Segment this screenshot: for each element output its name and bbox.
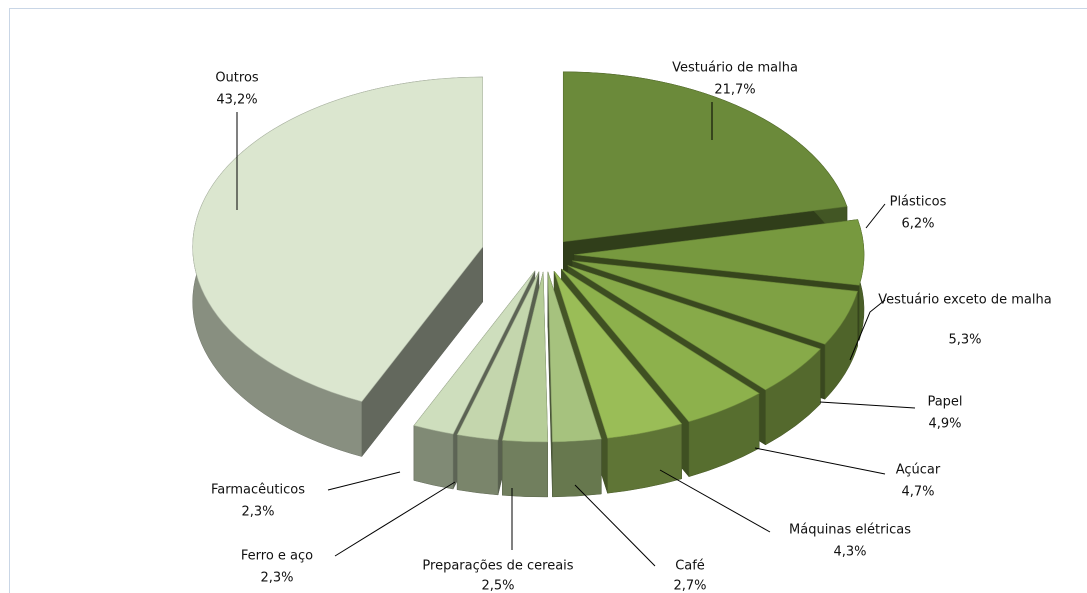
slice-top	[562, 71, 848, 243]
slice-value-label: 6,2%	[901, 217, 934, 232]
slice-label: Farmacêuticos	[211, 483, 305, 498]
slice-wall	[413, 425, 454, 490]
leader-line	[849, 299, 886, 361]
leader-line	[659, 469, 771, 533]
slice-value-label: 43,2%	[216, 93, 257, 108]
slice-value-label: 5,3%	[948, 333, 981, 348]
slice-top	[561, 268, 760, 423]
leader-line	[865, 203, 886, 229]
slice-value-label: 4,9%	[928, 417, 961, 432]
slice-value-label: 2,7%	[673, 579, 706, 593]
slice	[547, 271, 602, 498]
slice-label: Açúcar	[896, 463, 941, 478]
slice-label: Vestuário de malha	[672, 61, 798, 76]
slice-top	[567, 265, 821, 391]
slice-value-label: 2,5%	[481, 579, 514, 593]
slice-top	[547, 271, 602, 443]
slice-value-label: 2,3%	[260, 571, 293, 586]
slice-value-label: 4,3%	[833, 545, 866, 560]
leader-line	[819, 401, 916, 409]
slice-top	[573, 219, 865, 286]
slice-value-label: 4,7%	[901, 485, 934, 500]
slice-label: Café	[675, 559, 705, 574]
slice-label: Plásticos	[890, 195, 947, 210]
pie	[192, 71, 865, 498]
slice-wall	[502, 440, 548, 498]
leader-line	[327, 471, 401, 491]
slice-top	[456, 271, 540, 441]
slice-label: Máquinas elétricas	[789, 523, 911, 538]
slice-wall	[552, 438, 602, 498]
slice-label: Ferro e aço	[241, 549, 313, 564]
slice-wall	[456, 434, 499, 496]
slice-top	[553, 270, 683, 439]
slice	[501, 271, 549, 498]
leader-line	[334, 481, 456, 557]
leader-line	[574, 484, 656, 567]
slice-top	[192, 76, 483, 402]
slice-top	[572, 260, 858, 345]
slice-label: Outros	[215, 71, 259, 86]
slice	[553, 270, 683, 494]
slice-value-label: 2,3%	[241, 505, 274, 520]
leader-line	[754, 447, 886, 475]
slice-top	[413, 270, 536, 435]
labels: Vestuário de malha 21,7% Plásticos 6,2% Vest…	[211, 61, 1052, 593]
slice-top	[501, 271, 549, 443]
slice-value-label: 21,7%	[714, 83, 755, 98]
slice	[192, 76, 483, 458]
slice-label: Vestuário exceto de malha	[878, 293, 1051, 308]
slice-label: Papel	[927, 395, 962, 410]
slice-label: Preparações de cereais	[422, 559, 573, 574]
